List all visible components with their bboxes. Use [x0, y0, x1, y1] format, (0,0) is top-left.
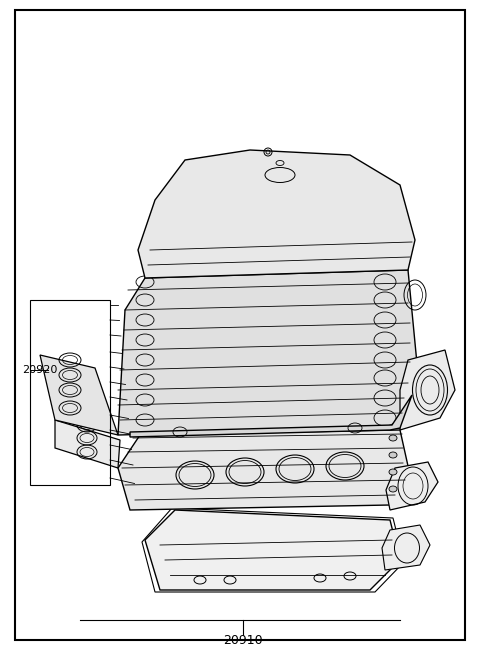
Polygon shape [400, 350, 455, 430]
Polygon shape [118, 270, 420, 435]
Polygon shape [386, 462, 438, 510]
Text: 20910: 20910 [223, 633, 263, 646]
Polygon shape [118, 430, 410, 510]
Polygon shape [130, 395, 412, 437]
Ellipse shape [389, 486, 397, 492]
Polygon shape [138, 150, 415, 278]
Polygon shape [55, 420, 120, 468]
Bar [30, 300, 110, 485]
Ellipse shape [389, 435, 397, 441]
Ellipse shape [389, 469, 397, 475]
Polygon shape [145, 510, 400, 590]
Text: 20920: 20920 [22, 365, 58, 375]
Polygon shape [40, 355, 118, 435]
Polygon shape [382, 525, 430, 570]
Ellipse shape [389, 452, 397, 458]
